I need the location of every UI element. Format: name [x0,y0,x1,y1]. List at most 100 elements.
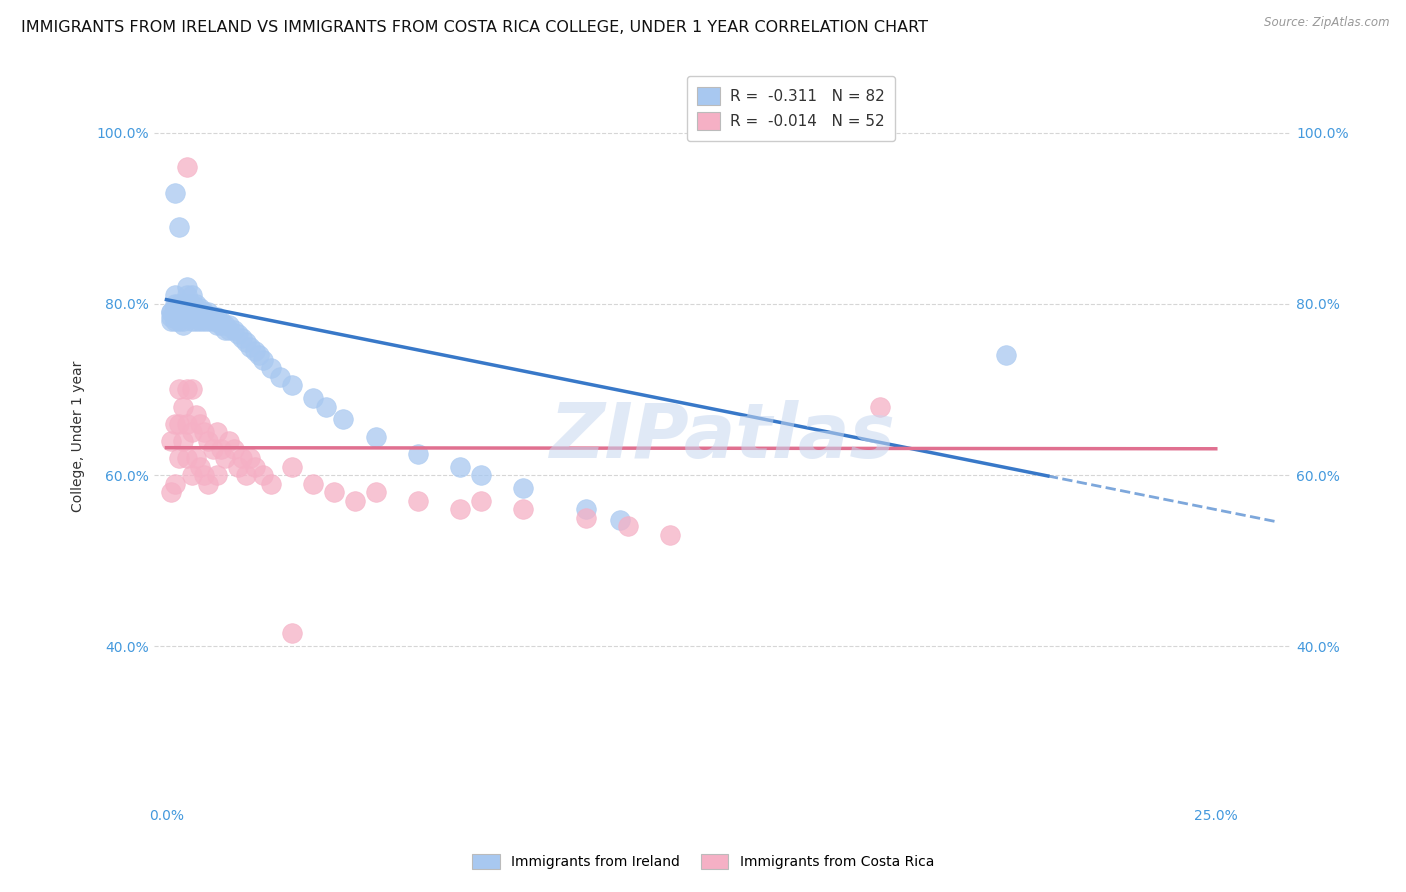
Point [197,305,219,319]
Point [575,511,598,525]
Point [188,417,211,431]
Point [180,297,202,311]
Point [163,476,186,491]
Point [167,305,190,319]
Point [994,348,1017,362]
Y-axis label: College, Under 1 year: College, Under 1 year [72,361,86,512]
Point [172,318,194,333]
Point [172,434,194,448]
Point [201,310,224,324]
Text: ZIPatlas: ZIPatlas [550,400,896,474]
Point [180,425,202,440]
Point [205,310,228,324]
Point [406,493,429,508]
Point [163,186,186,200]
Point [281,626,304,640]
Point [344,493,367,508]
Point [184,297,207,311]
Point [315,400,337,414]
Point [176,417,198,431]
Point [209,318,232,333]
Point [260,361,283,376]
Point [188,314,211,328]
Point [214,318,236,333]
Legend: Immigrants from Ireland, Immigrants from Costa Rica: Immigrants from Ireland, Immigrants from… [465,847,941,876]
Point [235,468,257,483]
Point [167,417,190,431]
Point [470,468,492,483]
Point [575,502,598,516]
Point [205,425,228,440]
Point [159,314,181,328]
Text: Source: ZipAtlas.com: Source: ZipAtlas.com [1264,16,1389,29]
Point [184,305,207,319]
Point [218,434,240,448]
Point [366,429,388,443]
Point [172,301,194,315]
Point [180,383,202,397]
Point [226,459,249,474]
Point [209,442,232,457]
Point [260,476,283,491]
Point [184,301,207,315]
Point [281,378,304,392]
Point [235,335,257,350]
Point [176,305,198,319]
Point [167,450,190,465]
Point [163,305,186,319]
Point [163,297,186,311]
Point [176,450,198,465]
Point [201,314,224,328]
Point [167,301,190,315]
Point [302,391,325,405]
Point [201,442,224,457]
Point [180,301,202,315]
Point [184,310,207,324]
Point [188,305,211,319]
Point [176,383,198,397]
Point [163,310,186,324]
Point [218,318,240,333]
Point [180,310,202,324]
Point [163,314,186,328]
Point [449,459,471,474]
Point [269,369,291,384]
Point [167,297,190,311]
Point [167,219,190,234]
Text: IMMIGRANTS FROM IRELAND VS IMMIGRANTS FROM COSTA RICA COLLEGE, UNDER 1 YEAR CORR: IMMIGRANTS FROM IRELAND VS IMMIGRANTS FR… [21,20,928,35]
Point [231,450,253,465]
Point [222,442,245,457]
Point [252,468,274,483]
Point [222,322,245,336]
Point [869,400,891,414]
Point [226,326,249,341]
Point [180,305,202,319]
Point [214,322,236,336]
Point [197,310,219,324]
Point [209,314,232,328]
Point [302,476,325,491]
Point [512,481,534,495]
Point [176,280,198,294]
Point [231,331,253,345]
Point [239,450,262,465]
Point [159,305,181,319]
Point [176,297,198,311]
Point [243,343,266,358]
Point [197,434,219,448]
Point [193,425,215,440]
Point [197,476,219,491]
Point [172,400,194,414]
Point [188,301,211,315]
Point [184,408,207,422]
Point [609,513,631,527]
Point [176,160,198,174]
Point [205,314,228,328]
Point [193,468,215,483]
Point [163,301,186,315]
Point [406,447,429,461]
Point [163,288,186,302]
Point [159,434,181,448]
Point [281,459,304,474]
Point [247,348,270,362]
